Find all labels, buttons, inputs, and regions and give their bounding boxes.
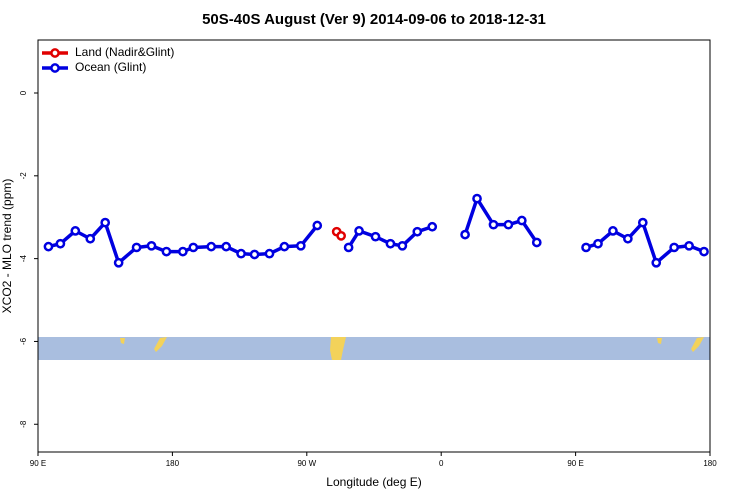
point: [161, 246, 172, 257]
point: [312, 220, 323, 231]
x-tick-label: 90 E: [30, 459, 46, 468]
point: [336, 231, 346, 241]
y-tick-label: -2: [19, 172, 28, 180]
y-tick-label: -8: [19, 420, 28, 428]
point: [370, 231, 381, 242]
ocean-band: [38, 337, 710, 360]
point: [146, 240, 157, 251]
point: [503, 219, 514, 230]
x-tick-label: 90 W: [297, 459, 316, 468]
land-blob: [691, 337, 704, 352]
point: [581, 242, 591, 253]
point: [295, 240, 306, 251]
legend-marker: [50, 63, 60, 73]
y-tick-label: 0: [19, 90, 28, 95]
point: [249, 249, 260, 260]
point: [637, 217, 648, 228]
point: [264, 248, 275, 259]
point: [397, 240, 408, 251]
series-line: [48, 196, 705, 265]
point: [608, 226, 618, 236]
y-axis-label: XCO2 - MLO trend (ppm): [0, 179, 14, 314]
point: [699, 246, 709, 257]
point: [354, 226, 364, 236]
point: [221, 241, 232, 252]
point: [669, 242, 680, 253]
legend-label: Ocean (Glint): [75, 60, 146, 74]
point: [131, 242, 142, 253]
point: [70, 226, 81, 236]
point: [427, 221, 438, 232]
point: [460, 229, 470, 240]
point: [178, 246, 188, 257]
point: [651, 257, 662, 268]
land-blob: [330, 337, 346, 360]
point: [488, 219, 499, 230]
point: [684, 240, 694, 251]
land-blob: [120, 338, 125, 344]
point: [531, 237, 542, 248]
point: [516, 215, 527, 226]
point: [279, 241, 290, 252]
x-tick-label: 180: [166, 459, 180, 468]
point: [85, 233, 96, 244]
point: [236, 248, 246, 259]
x-axis-label: Longitude (deg E): [326, 475, 421, 489]
point: [113, 257, 124, 268]
point: [100, 217, 111, 228]
point: [472, 193, 482, 204]
chart-title: 50S-40S August (Ver 9) 2014-09-06 to 201…: [202, 11, 546, 28]
point: [43, 241, 54, 252]
plot-frame: [37, 39, 711, 453]
point: [55, 238, 66, 249]
land-blob: [154, 337, 167, 352]
point: [343, 242, 354, 253]
land-blob: [657, 338, 662, 344]
x-tick-label: 180: [703, 459, 717, 468]
map-strip: [38, 337, 710, 360]
point: [623, 233, 633, 244]
point: [593, 238, 603, 249]
y-tick-label: -4: [19, 255, 28, 263]
x-tick-label: 0: [439, 459, 444, 468]
point: [412, 226, 423, 237]
y-tick-label: -6: [19, 337, 28, 345]
legend-marker: [50, 48, 60, 58]
x-tick-label: 90 E: [567, 459, 583, 468]
point: [385, 238, 396, 249]
point: [188, 242, 199, 253]
legend-label: Land (Nadir&Glint): [75, 45, 174, 59]
point: [206, 241, 217, 252]
